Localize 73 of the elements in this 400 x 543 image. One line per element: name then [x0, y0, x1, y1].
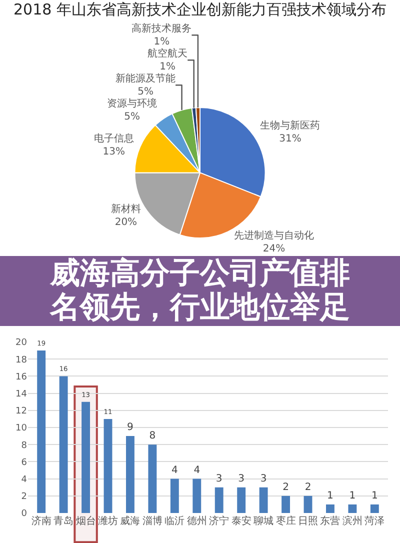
bar: [104, 418, 112, 513]
data-label: 31%: [279, 134, 302, 145]
slice-label: 高新技术服务: [132, 22, 192, 35]
text: 威海高分子公司产值排名领先，行业地位举足: [48, 256, 351, 325]
slice-label: 航空航天: [148, 48, 188, 60]
x-tick-label: 泰安: [231, 515, 252, 527]
data-label: 1: [327, 490, 334, 502]
bar: [126, 436, 134, 513]
y-tick-label: 10: [16, 424, 28, 434]
data-label: 1%: [154, 36, 170, 48]
slice-label: 生物与新医药: [260, 120, 320, 132]
y-tick-label: 2: [21, 492, 27, 502]
slice-label: 先进制造与自动化: [234, 230, 314, 242]
x-tick-label: 烟台: [76, 515, 96, 527]
bar: [148, 444, 157, 513]
bar: [237, 487, 246, 513]
x-tick-label: 东营: [320, 515, 340, 527]
data-label: 1%: [160, 62, 176, 73]
bar: [348, 504, 357, 513]
slice-label: 电子信息: [94, 132, 134, 144]
x-tick-label: 日照: [298, 516, 318, 527]
bar: [214, 487, 224, 513]
bar: [259, 487, 268, 513]
y-tick-label: 12: [16, 406, 27, 417]
y-tick-label: 14: [16, 389, 28, 400]
y-tick-label: 0: [21, 509, 28, 520]
data-label: 4: [194, 464, 200, 476]
y-tick-label: 8: [21, 440, 28, 451]
x-tick-label: 潍坊: [98, 515, 118, 527]
bar: [192, 478, 202, 513]
y-tick-label: 18: [16, 355, 28, 366]
slice-label: 资源与环境: [107, 98, 158, 110]
data-label: 24%: [262, 244, 286, 255]
x-tick-label: 济宁: [209, 515, 230, 527]
x-tick-label: 聊城: [254, 515, 274, 527]
data-label: 5%: [138, 86, 154, 98]
x-tick-label: 临沂: [164, 515, 185, 527]
x-tick-label: 德州: [186, 515, 207, 527]
slice-label: 新能源及节能: [116, 72, 176, 85]
data-label: 9: [127, 422, 134, 434]
x-tick-label: 菏泽: [364, 515, 385, 527]
chart-title: 2018 年山东省高新技术企业创新能力百强技术领域分布: [14, 0, 386, 18]
bar: [282, 496, 290, 513]
bar: [82, 402, 90, 513]
y-tick-label: 4: [21, 474, 28, 485]
bar: [370, 504, 379, 513]
data-label: 3: [238, 473, 245, 484]
x-tick-label: 济南: [31, 515, 52, 527]
bar: [326, 504, 334, 513]
data-label: 3: [216, 473, 222, 484]
y-tick-label: 16: [16, 372, 28, 382]
x-tick-label: 枣庄: [276, 515, 296, 527]
data-label: 2: [282, 482, 289, 493]
data-label: 5%: [124, 112, 140, 123]
x-tick-label: 青岛: [54, 515, 74, 527]
data-label: 8: [149, 430, 156, 442]
data-label: 2: [304, 482, 312, 493]
data-label: 4: [171, 464, 178, 476]
data-label: 13%: [102, 146, 125, 158]
bar: [37, 350, 46, 513]
y-tick-label: 6: [21, 458, 28, 468]
x-tick-label: 威海: [120, 515, 140, 527]
bar: [170, 478, 179, 513]
bar: [59, 376, 68, 513]
bar: [304, 496, 312, 513]
data-label: 3: [260, 473, 267, 484]
data-label: 20%: [114, 216, 138, 228]
y-tick-label: 20: [16, 338, 28, 348]
data-label: 1: [371, 490, 378, 502]
slice-label: 新材料: [110, 202, 141, 215]
x-tick-label: 淄博: [142, 515, 162, 527]
data-label: 1: [349, 490, 356, 502]
x-tick-label: 滨州: [342, 515, 362, 527]
